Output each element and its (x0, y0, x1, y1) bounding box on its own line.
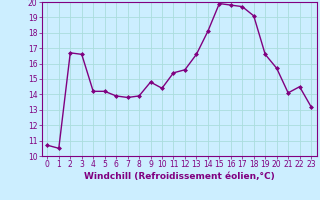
X-axis label: Windchill (Refroidissement éolien,°C): Windchill (Refroidissement éolien,°C) (84, 172, 275, 181)
